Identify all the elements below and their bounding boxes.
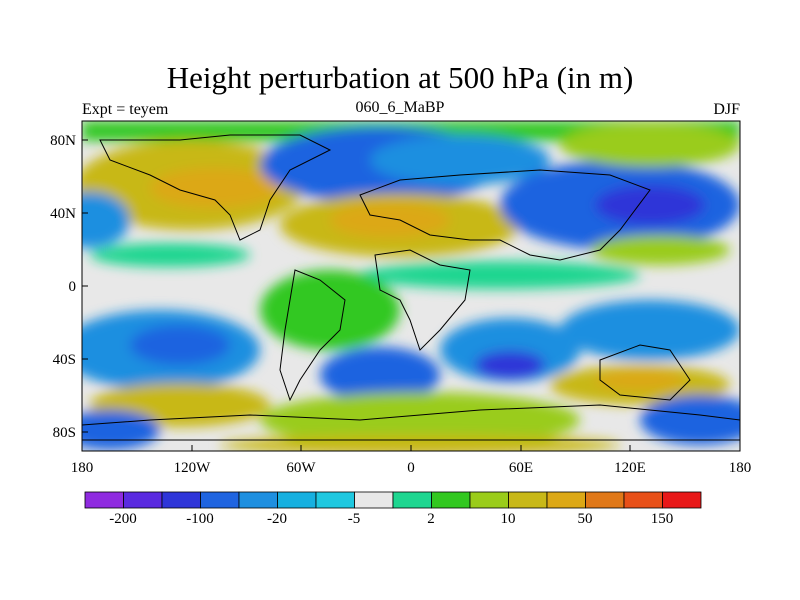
coastlines xyxy=(82,134,740,441)
colorbar-swatch xyxy=(200,491,240,509)
colorbar-swatch xyxy=(277,491,317,509)
colorbar-swatch xyxy=(354,491,394,509)
colorbar-swatch xyxy=(508,491,548,509)
colorbar-swatch xyxy=(161,491,201,509)
lat-label-80n: 80N xyxy=(50,133,76,149)
colorbar-label: 2 xyxy=(427,511,435,527)
colorbar-swatch xyxy=(469,491,509,509)
colorbar-label: 10 xyxy=(501,511,516,527)
lat-label-40s: 40S xyxy=(53,352,76,368)
colorbar-swatch xyxy=(431,491,471,509)
colorbar xyxy=(84,491,702,509)
colorbar-swatch xyxy=(546,491,586,509)
lon-label-120w: 120W xyxy=(174,460,212,476)
map-title: Height perturbation at 500 hPa (in m) xyxy=(166,60,634,95)
colorbar-label: 50 xyxy=(578,511,593,527)
lon-axis: 180 120W 60W 0 60E 120E 180 xyxy=(71,445,752,476)
colorbar-swatch xyxy=(585,491,625,509)
lon-label-60e: 60E xyxy=(509,460,533,476)
lat-axis: 80N 40N 0 40S 80S xyxy=(50,133,88,441)
colorbar-label: -200 xyxy=(109,511,137,527)
colorbar-labels: -200 -100 -20 -5 2 10 50 150 xyxy=(109,511,673,527)
colorbar-label: -100 xyxy=(186,511,214,527)
colorbar-label: -20 xyxy=(267,511,287,527)
season-label: DJF xyxy=(713,101,740,118)
lon-label-180e: 180 xyxy=(729,460,752,476)
colorbar-swatch xyxy=(123,491,163,509)
height-field xyxy=(82,121,740,451)
colorbar-swatch xyxy=(84,491,124,509)
period-label: 060_6_MaBP xyxy=(355,99,445,116)
lon-label-60w: 60W xyxy=(286,460,316,476)
lat-label-80s: 80S xyxy=(53,425,76,441)
lat-label-0: 0 xyxy=(69,279,77,295)
colorbar-label: -5 xyxy=(348,511,361,527)
colorbar-swatch xyxy=(392,491,432,509)
colorbar-swatch xyxy=(662,491,702,509)
lon-label-180w: 180 xyxy=(71,460,94,476)
experiment-label: Expt = teyem xyxy=(82,101,169,118)
colorbar-label: 150 xyxy=(651,511,674,527)
colorbar-swatch xyxy=(623,491,663,509)
colorbar-swatch xyxy=(238,491,278,509)
lon-label-0: 0 xyxy=(407,460,415,476)
colorbar-swatch xyxy=(315,491,355,509)
lat-label-40n: 40N xyxy=(50,206,76,222)
lon-label-120e: 120E xyxy=(614,460,646,476)
